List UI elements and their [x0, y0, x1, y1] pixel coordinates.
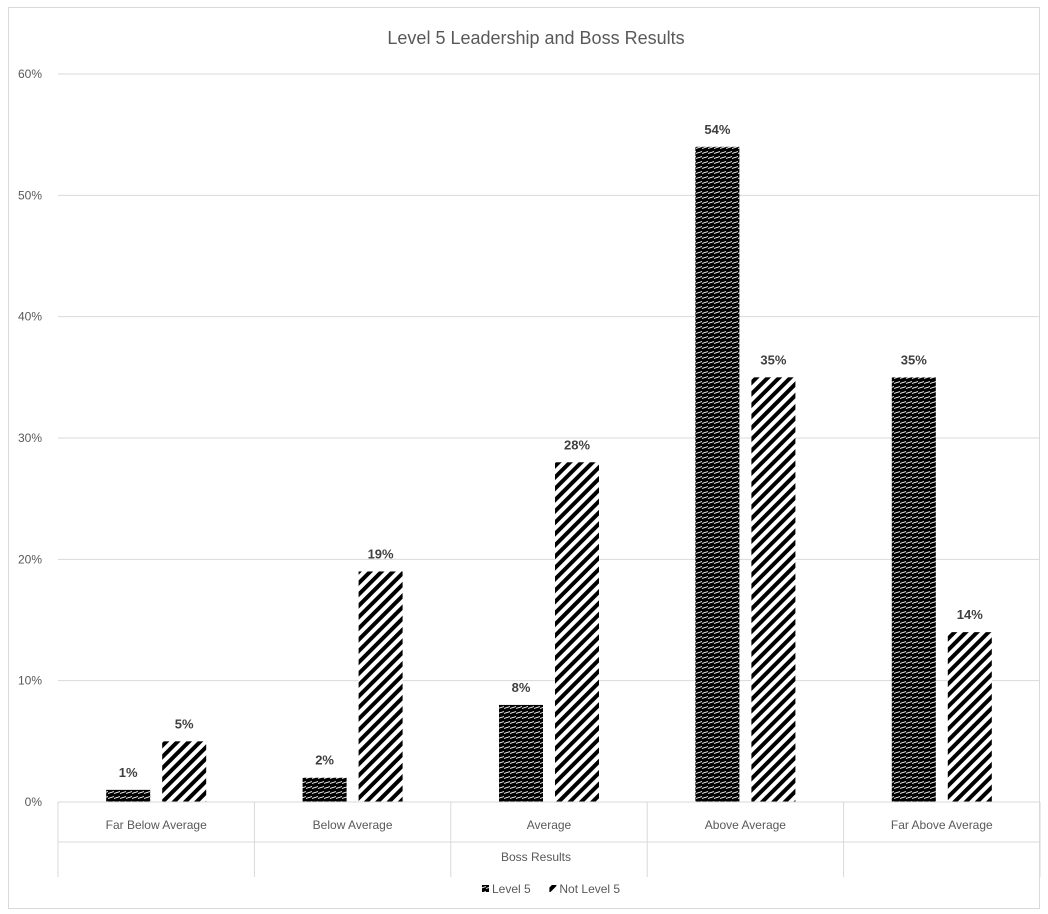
- chart-title: Level 5 Leadership and Boss Results: [387, 28, 684, 48]
- x-axis-title: Boss Results: [501, 850, 571, 864]
- legend: Level 5 Not Level 5: [482, 882, 620, 896]
- data-label: 35%: [901, 352, 927, 367]
- x-tick-label: Below Average: [313, 818, 393, 832]
- bar-level-5: [106, 789, 151, 802]
- bar-not-level-5: [751, 377, 796, 802]
- legend-label: Level 5: [492, 882, 531, 896]
- bar-level-5: [499, 704, 543, 802]
- x-tick-label: Above Average: [705, 818, 787, 832]
- bar-level-5: [302, 777, 347, 802]
- data-labels: 1% 2% 8% 54% 35% 5% 19% 28% 35% 14%: [119, 122, 983, 780]
- legend-swatch: [482, 885, 489, 892]
- data-label: 28%: [564, 437, 590, 452]
- y-tick-label: 0%: [25, 795, 43, 809]
- legend-swatch: [549, 885, 557, 892]
- data-label: 54%: [704, 122, 730, 137]
- x-tick-label: Average: [527, 818, 572, 832]
- legend-label: Not Level 5: [559, 882, 620, 896]
- bar-not-level-5: [162, 741, 207, 802]
- bar-level-5: [695, 146, 740, 803]
- y-tick-label: 20%: [18, 552, 42, 566]
- data-label: 2%: [315, 753, 334, 768]
- data-label: 14%: [957, 607, 983, 622]
- data-label: 35%: [760, 352, 786, 367]
- bars: [106, 146, 992, 803]
- data-label: 8%: [512, 680, 531, 695]
- x-tick-label: Far Above Average: [891, 818, 993, 832]
- data-label: 5%: [175, 716, 194, 731]
- y-tick-label: 40%: [18, 310, 42, 324]
- data-label: 1%: [119, 765, 138, 780]
- bar-level-5: [891, 377, 936, 802]
- bar-not-level-5: [358, 571, 403, 802]
- y-tick-label: 30%: [18, 431, 42, 445]
- y-tick-label: 60%: [18, 67, 42, 81]
- data-label: 19%: [368, 546, 394, 561]
- x-axis: Far Below Average Below Average Average Abo…: [57, 801, 1041, 877]
- bar-not-level-5: [555, 462, 599, 802]
- x-tick-label: Far Below Average: [106, 818, 207, 832]
- y-axis-ticks: 0% 10% 20% 30% 40% 50% 60%: [18, 67, 42, 809]
- bar-not-level-5: [947, 632, 992, 802]
- y-tick-label: 10%: [18, 674, 42, 688]
- y-tick-label: 50%: [18, 188, 42, 202]
